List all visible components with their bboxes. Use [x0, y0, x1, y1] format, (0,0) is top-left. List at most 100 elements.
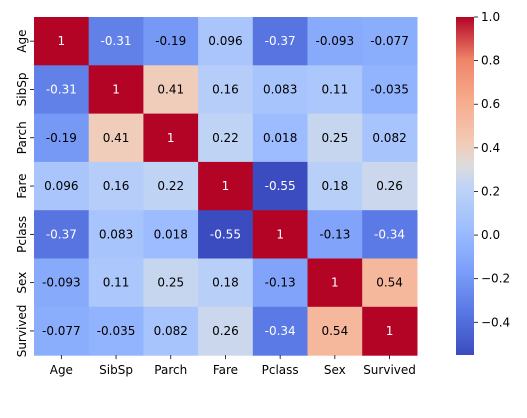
x-tick-label: Sex: [324, 363, 346, 377]
cell-value-label: 0.11: [103, 276, 130, 290]
cell-value-label: 1: [58, 34, 66, 48]
heatmap-cell: [198, 161, 254, 211]
cell-value-label: -0.31: [46, 82, 77, 96]
colorbar-tick-label: 0.4: [481, 141, 500, 155]
cell-value-label: 1: [386, 324, 394, 338]
colorbar-tick-label: 0.6: [481, 97, 500, 111]
heatmap-cell: [88, 113, 144, 163]
heatmap-cells: 1 -0.31 -0.19 0.096 -0.37 -0.093 -0.077 -0.31 1 0…: [34, 17, 418, 356]
y-tick-label: Age: [15, 30, 29, 53]
y-tick-label: Survived: [15, 305, 29, 358]
cell-value-label: 0.54: [321, 324, 348, 338]
heatmap-cell: [307, 17, 363, 66]
cell-value-label: 0.16: [103, 179, 130, 193]
heatmap-cell: [143, 65, 199, 115]
heatmap-cell: [88, 17, 144, 66]
x-tick-label: SibSp: [99, 363, 133, 377]
cell-value-label: 0.25: [157, 276, 184, 290]
colorbar-gradient: [456, 17, 474, 355]
cell-value-label: 1: [112, 82, 120, 96]
cell-value-label: -0.093: [316, 34, 355, 48]
heatmap-cell: [252, 161, 309, 211]
heatmap-cell: [143, 258, 199, 308]
colorbar-ticks: 1.0 0.8 0.6 0.4 0.2 0.0 −0.2 −0.4: [474, 10, 510, 329]
heatmap-cell: [143, 210, 199, 260]
heatmap-cell: [362, 113, 418, 163]
cell-value-label: 0.082: [154, 324, 188, 338]
cell-value-label: 0.25: [321, 131, 348, 145]
y-tick-label: Sex: [15, 272, 29, 294]
heatmap-cell: [307, 306, 363, 356]
heatmap-cell: [307, 65, 363, 115]
y-tick-label: Fare: [15, 173, 29, 198]
y-tick-label: SibSp: [15, 73, 29, 107]
colorbar-tick-label: 0.0: [481, 228, 500, 242]
cell-value-label: -0.34: [265, 324, 296, 338]
heatmap-cell: [88, 161, 144, 211]
heatmap-cell: [362, 65, 418, 115]
cell-value-label: 0.22: [157, 179, 184, 193]
heatmap-cell: [362, 258, 418, 308]
cell-value-label: 0.083: [99, 227, 133, 241]
cell-value-label: -0.19: [155, 34, 186, 48]
y-tick-label: Pclass: [15, 216, 29, 253]
heatmap-cell: [307, 113, 363, 163]
x-tick-label: Pclass: [262, 363, 299, 377]
x-tick-label: Age: [50, 363, 73, 377]
cell-value-label: 0.16: [212, 82, 239, 96]
heatmap-cell: [88, 306, 144, 356]
x-axis-tick-labels: Age SibSp Parch Fare Pclass Sex Survived: [50, 355, 416, 377]
y-axis-tick-labels: Age SibSp Parch Fare Pclass Sex Survived: [15, 30, 34, 358]
y-tick-label: Parch: [15, 121, 29, 154]
cell-value-label: 1: [276, 227, 284, 241]
heatmap-cell: [34, 113, 90, 163]
heatmap-cell: [252, 65, 309, 115]
cell-value-label: -0.13: [265, 276, 296, 290]
cell-value-label: 0.41: [157, 82, 184, 96]
heatmap-cell: [34, 17, 90, 66]
cell-value-label: 0.41: [103, 131, 130, 145]
heatmap-cell: [307, 258, 363, 308]
colorbar-tick-label: 0.2: [481, 184, 500, 198]
heatmap-cell: [143, 161, 199, 211]
heatmap-cell: [34, 210, 90, 260]
heatmap-cell: [362, 306, 418, 356]
heatmap-cell: [198, 17, 254, 66]
heatmap-cell: [34, 65, 90, 115]
cell-value-label: 0.22: [212, 131, 239, 145]
cell-value-label: 1: [167, 131, 175, 145]
colorbar-tick-label: 0.8: [481, 54, 500, 68]
heatmap-cell: [252, 17, 309, 66]
heatmap-cell: [362, 17, 418, 66]
colorbar-tick-label: −0.4: [481, 315, 510, 329]
cell-value-label: -0.37: [46, 227, 77, 241]
heatmap-cell: [252, 210, 309, 260]
heatmap-cell: [198, 65, 254, 115]
cell-value-label: 0.26: [212, 324, 239, 338]
heatmap-cell: [252, 306, 309, 356]
heatmap-cell: [362, 210, 418, 260]
cell-value-label: -0.34: [374, 227, 405, 241]
heatmap-cell: [143, 306, 199, 356]
heatmap-cell: [198, 258, 254, 308]
cell-value-label: 0.54: [376, 276, 403, 290]
heatmap-cell: [34, 258, 90, 308]
cell-value-label: -0.093: [42, 276, 81, 290]
cell-value-label: 0.018: [154, 227, 188, 241]
cell-value-label: 0.18: [321, 179, 348, 193]
cell-value-label: 0.26: [376, 179, 403, 193]
heatmap-cell: [88, 258, 144, 308]
colorbar-tick-label: −0.2: [481, 272, 510, 286]
x-tick-label: Survived: [363, 363, 416, 377]
heatmap-cell: [198, 210, 254, 260]
cell-value-label: 0.11: [321, 82, 348, 96]
heatmap-cell: [143, 113, 199, 163]
heatmap-cell: [34, 306, 90, 356]
cell-value-label: -0.077: [42, 324, 81, 338]
heatmap-cell: [88, 65, 144, 115]
cell-value-label: -0.31: [101, 34, 132, 48]
cell-value-label: -0.55: [210, 227, 241, 241]
heatmap-cell: [88, 210, 144, 260]
cell-value-label: 0.083: [263, 82, 297, 96]
